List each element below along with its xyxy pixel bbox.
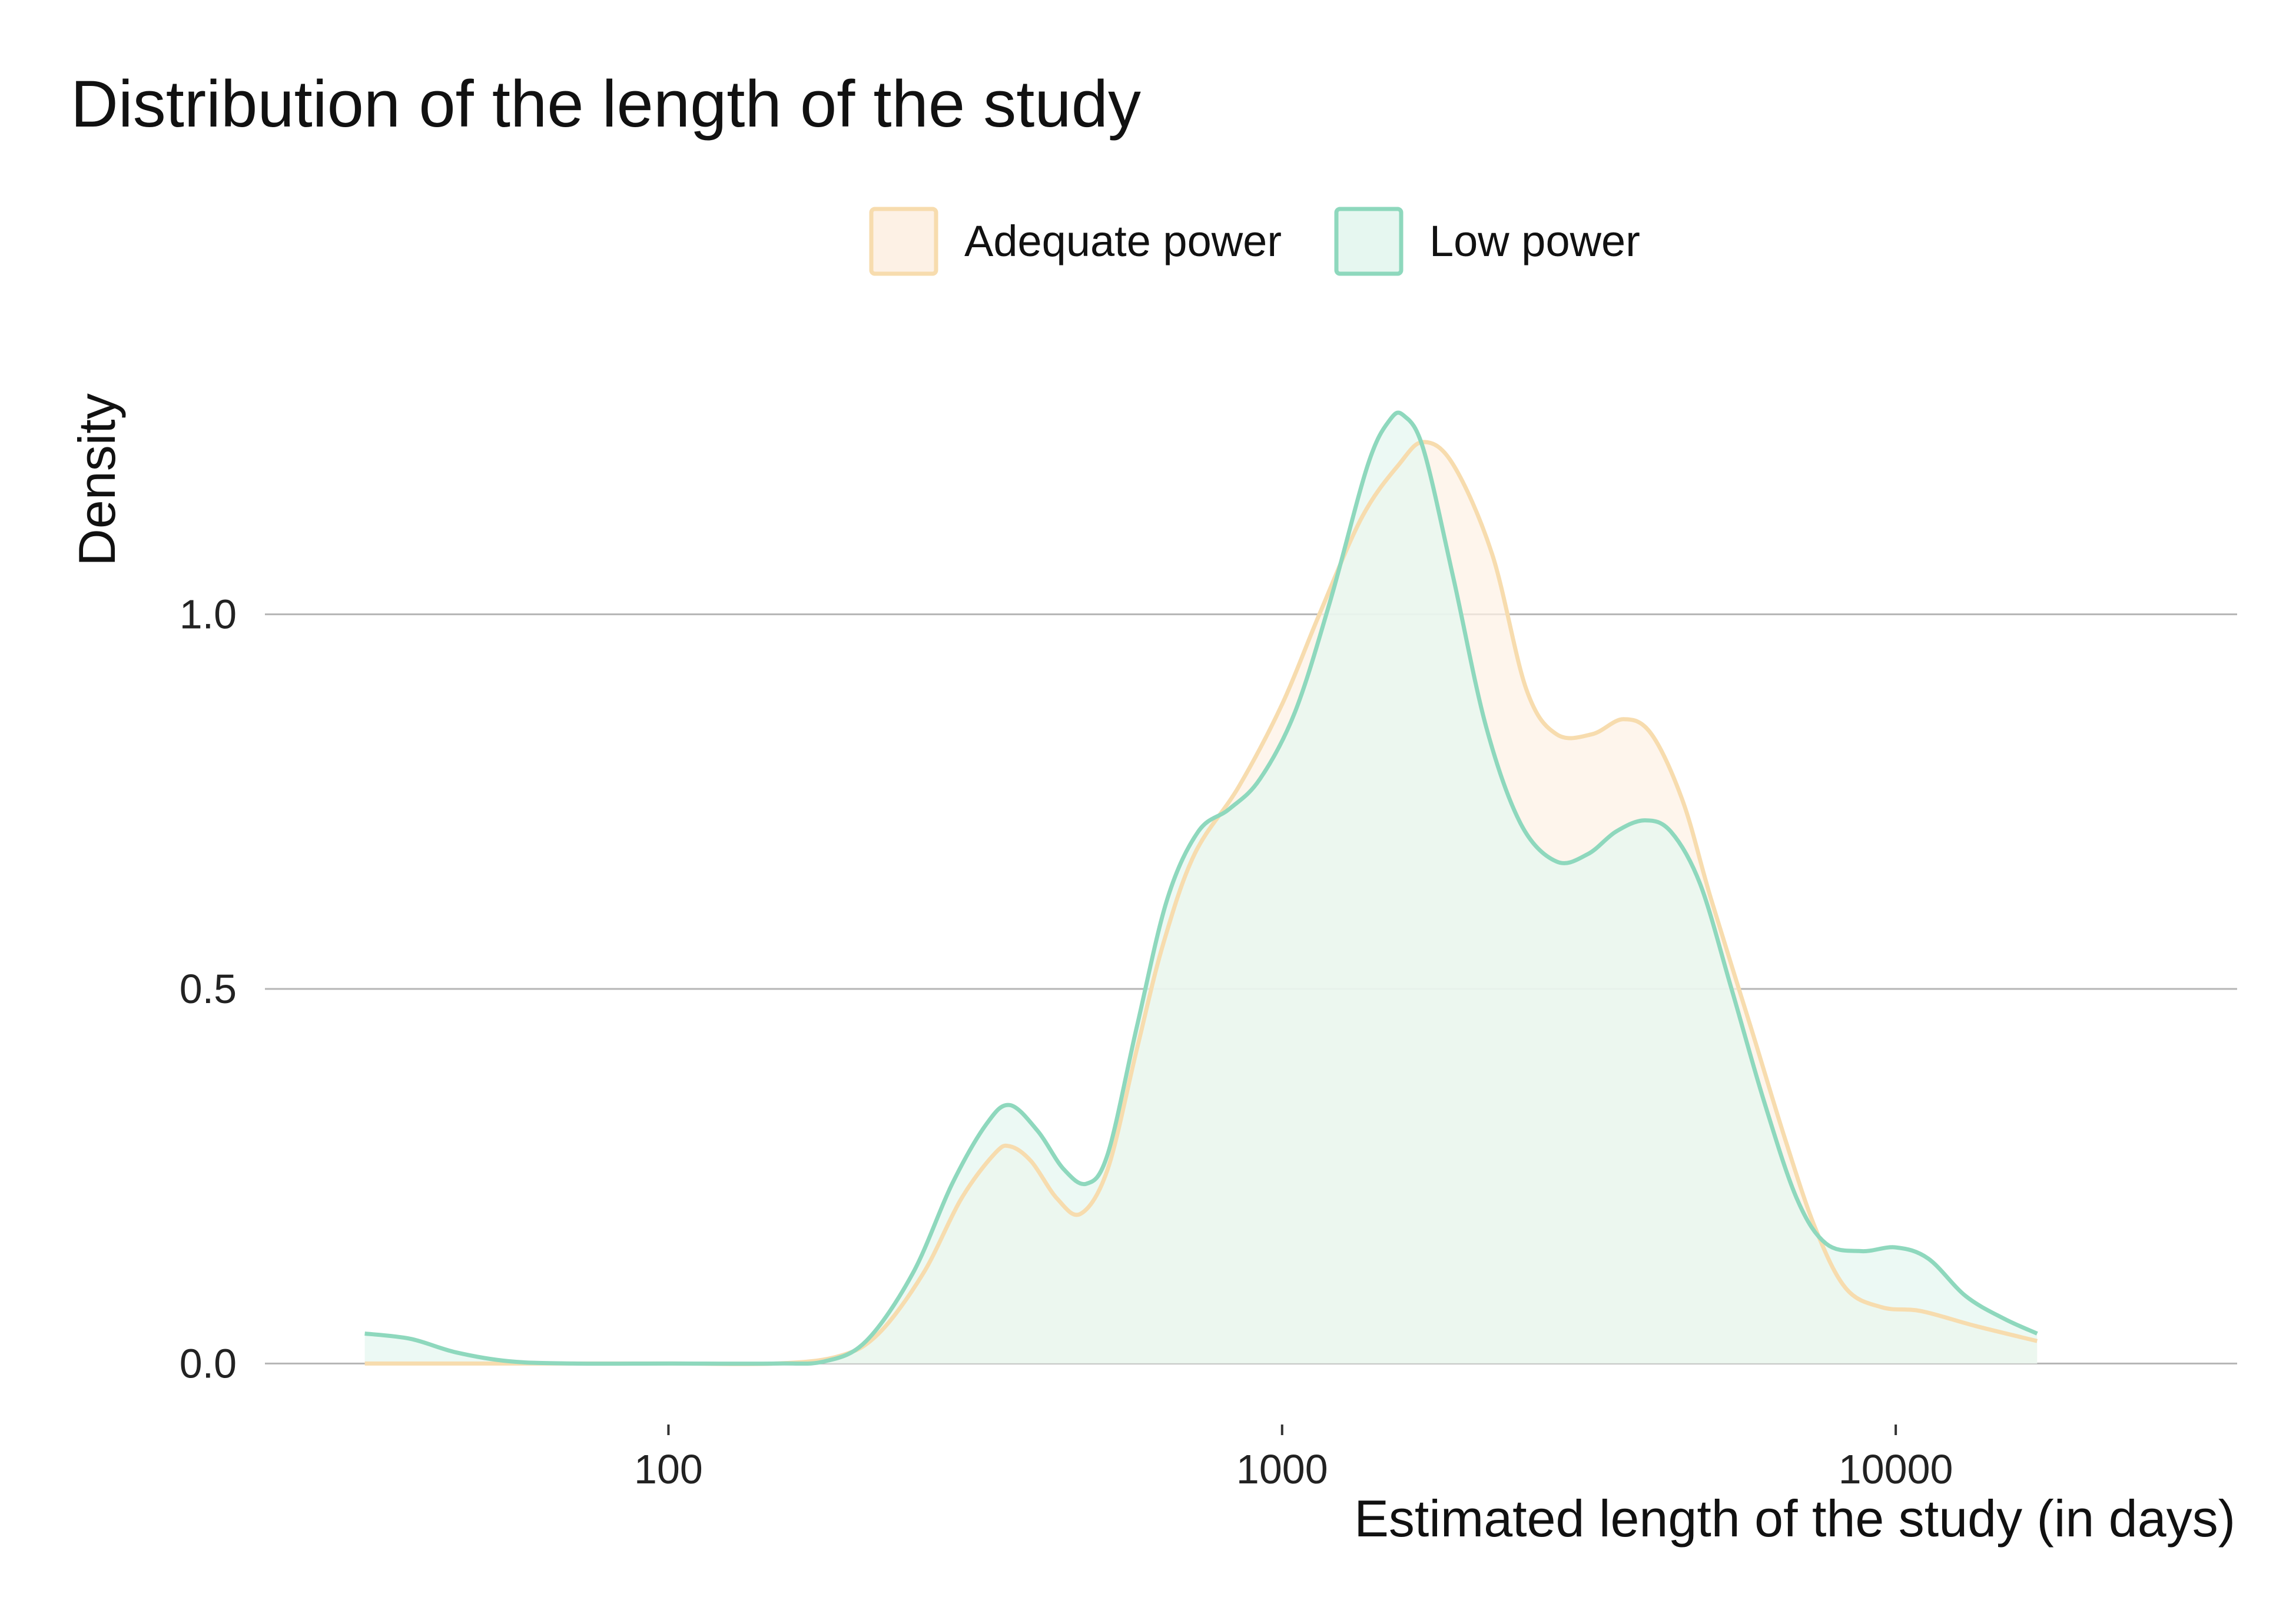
density-area-low-power	[364, 412, 2038, 1364]
y-tick-label: 0.5	[180, 966, 237, 1012]
y-axis-title: Density	[68, 393, 126, 566]
x-tick-label: 10000	[1839, 1446, 1953, 1492]
x-tick-label: 1000	[1236, 1446, 1328, 1492]
y-axis-ticks: 0.0 0.5 1.0	[180, 592, 237, 1387]
density-line-adequate-power	[364, 440, 2038, 1366]
legend-swatch-low-power	[1334, 207, 1404, 276]
density-lines	[364, 410, 2038, 1366]
legend-label-adequate-power: Adequate power	[964, 217, 1282, 265]
density-areas	[364, 412, 2038, 1364]
x-tick-label: 100	[634, 1446, 703, 1492]
x-axis-title: Estimated length of the study (in days)	[1354, 1489, 2235, 1548]
legend-label-low-power: Low power	[1429, 217, 1640, 265]
y-tick-label: 1.0	[180, 592, 237, 638]
legend-swatch-adequate-power	[869, 207, 938, 276]
density-line-low-power	[364, 410, 2038, 1366]
x-axis-ticks: 100 1000 10000	[634, 1425, 1953, 1492]
chart-title: Distribution of the length of the study	[71, 67, 1141, 141]
y-tick-label: 0.0	[180, 1340, 237, 1386]
legend: Adequate power Low power	[869, 207, 1640, 276]
